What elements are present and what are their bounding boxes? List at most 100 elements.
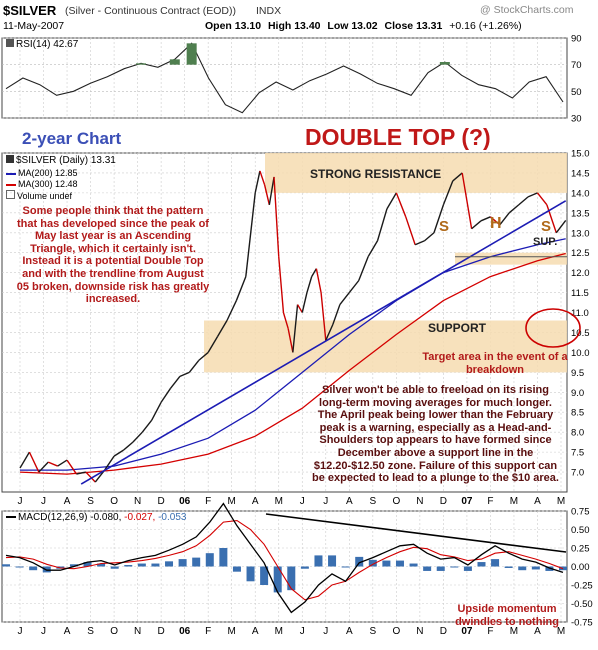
price-segment [141, 419, 153, 433]
hs-left-shoulder: S [439, 218, 450, 235]
low-label: Low [327, 20, 349, 32]
macd-histogram-bar [477, 562, 486, 567]
month-tick-label: A [252, 626, 259, 637]
month-tick-label: J [18, 496, 23, 507]
chart-period-label: 2-year Chart [22, 129, 122, 148]
macd-histogram-bar [178, 559, 187, 567]
macd-histogram-bar [69, 564, 78, 567]
price-legend-main: $SILVER (Daily) 13.31 [6, 155, 116, 166]
price-segment [325, 324, 334, 341]
price-segment [104, 455, 115, 471]
macd-histogram-bar [15, 566, 24, 568]
month-tick-label: 06 [179, 626, 191, 637]
price-segment [306, 276, 313, 293]
close-label: Close [384, 20, 414, 32]
macd-histogram-bar [110, 566, 119, 569]
macd-histogram-bar [504, 566, 513, 568]
price-tick-label: 13.5 [571, 208, 590, 219]
month-tick-label: N [134, 626, 141, 637]
macd-histogram-bar [328, 555, 337, 567]
ma300-legend-text: MA(300) 12.48 [18, 179, 78, 189]
price-segment [268, 176, 275, 205]
strong-resistance-label: STRONG RESISTANCE [310, 167, 442, 181]
price-segment [471, 220, 482, 230]
macd-histogram-bar [314, 555, 323, 567]
price-segment [273, 176, 280, 257]
month-tick-label: M [275, 626, 283, 637]
macd-histogram-bar [300, 566, 309, 569]
price-segment [433, 204, 445, 233]
close-value: 13.31 [416, 20, 443, 32]
rsi-overbought-fill [136, 63, 147, 65]
price-segment [311, 268, 317, 277]
macd-histogram-bar [531, 566, 540, 570]
price-segment [508, 204, 520, 214]
macd-histogram-bar [29, 566, 38, 571]
macd-histogram-bar [355, 556, 364, 567]
month-tick-label: F [205, 626, 211, 637]
macd-histogram-bar [545, 566, 554, 571]
price-tick-label: 9.5 [571, 368, 584, 379]
watermark: @ StockCharts.com [480, 4, 574, 16]
macd-histogram-bar [205, 553, 214, 567]
price-segment [536, 192, 548, 206]
price-tick-label: 10.0 [571, 348, 590, 359]
date: 11-May-2007 [3, 20, 65, 32]
month-tick-label: M [557, 496, 565, 507]
price-segment [376, 208, 388, 241]
macd-histogram-bar [450, 566, 459, 568]
price-segment [386, 192, 397, 210]
month-tick-label: O [392, 496, 400, 507]
rsi-tick-label: 30 [571, 114, 582, 125]
trendline [80, 200, 567, 485]
zone-band [265, 153, 567, 193]
hs-right-shoulder: S [541, 218, 552, 235]
macd-histogram-bar [273, 566, 282, 593]
month-tick-label: F [487, 496, 493, 507]
rsi-overbought-fill [169, 59, 180, 65]
macd-histogram-bar [395, 560, 404, 567]
price-segment [207, 336, 219, 353]
month-tick-label: O [110, 496, 118, 507]
month-tick-label: N [416, 626, 423, 637]
sup-label: SUP. [533, 236, 558, 248]
price-segment [179, 371, 190, 377]
price-segment [263, 184, 271, 206]
price-tick-label: 12.0 [571, 268, 590, 279]
price-segment [489, 216, 501, 226]
month-tick-label: J [300, 626, 305, 637]
price-segment [499, 212, 510, 226]
macd-histogram-bar [518, 566, 527, 571]
price-segment [518, 196, 529, 206]
price-segment [169, 375, 181, 389]
price-segment [259, 170, 266, 186]
price-segment [301, 292, 308, 313]
month-tick-label: J [323, 496, 328, 507]
price-segment [47, 461, 58, 467]
macd-main-text: MACD(12,26,9) -0.080, [18, 512, 122, 523]
macd-histogram-bar [246, 566, 255, 582]
macd-histogram-bar [436, 566, 445, 571]
month-tick-label: A [346, 496, 353, 507]
rsi-label: RSI(14) 42.67 [6, 39, 78, 50]
macd-line [5, 502, 564, 614]
macd-histogram-bar [423, 566, 432, 571]
volume-legend: Volume undef [6, 190, 72, 201]
price-segment [546, 204, 557, 233]
macd-histogram-bar [151, 563, 160, 567]
month-tick-label: J [323, 626, 328, 637]
price-tick-label: 11.0 [571, 308, 589, 319]
macd-histogram-bar [409, 563, 418, 567]
price-segment [132, 431, 143, 443]
macd-histogram-bar [2, 564, 10, 567]
macd-histogram-bar [232, 566, 241, 572]
price-segment [461, 172, 473, 229]
price-tick-label: 8.0 [571, 428, 584, 439]
macd-tick-label: -0.25 [571, 581, 593, 592]
macd-tick-label: 0.25 [571, 544, 590, 555]
price-segment [332, 304, 341, 325]
price-segment [339, 292, 350, 305]
price-segment [405, 216, 416, 245]
month-tick-label: 07 [461, 496, 473, 507]
